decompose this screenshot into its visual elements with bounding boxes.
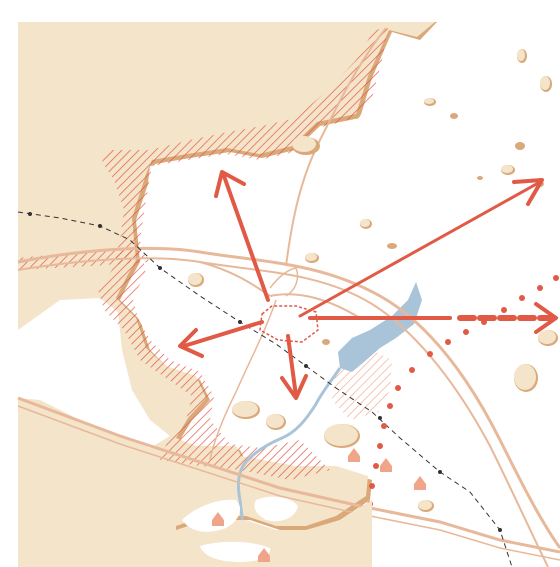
land-lower-left [18, 298, 170, 448]
houses [212, 448, 426, 562]
river [236, 367, 342, 567]
road-south [17, 396, 560, 554]
road-centre-east [269, 293, 361, 319]
hatched-development-zone [98, 28, 388, 480]
ring-road-inner [17, 257, 549, 567]
railway-stations [28, 212, 502, 532]
arrow-north-west [222, 174, 270, 302]
road-centre-south [209, 299, 277, 461]
road-ring-junction [269, 267, 299, 297]
lake [338, 282, 422, 372]
arrow-north-east [298, 180, 542, 318]
arrow-west [182, 320, 264, 348]
urban-clearing [132, 30, 560, 567]
islands [188, 49, 558, 512]
directional-arrows [178, 170, 558, 400]
road-south-inner [17, 405, 560, 561]
road-north [285, 27, 387, 267]
land-south-white-2 [254, 496, 298, 522]
land-far-south-white [200, 541, 271, 562]
arrow-south [286, 334, 298, 398]
railway [17, 211, 513, 567]
ring-road-outer [17, 246, 560, 549]
land-south-white [182, 499, 241, 532]
city-centre [259, 305, 319, 343]
